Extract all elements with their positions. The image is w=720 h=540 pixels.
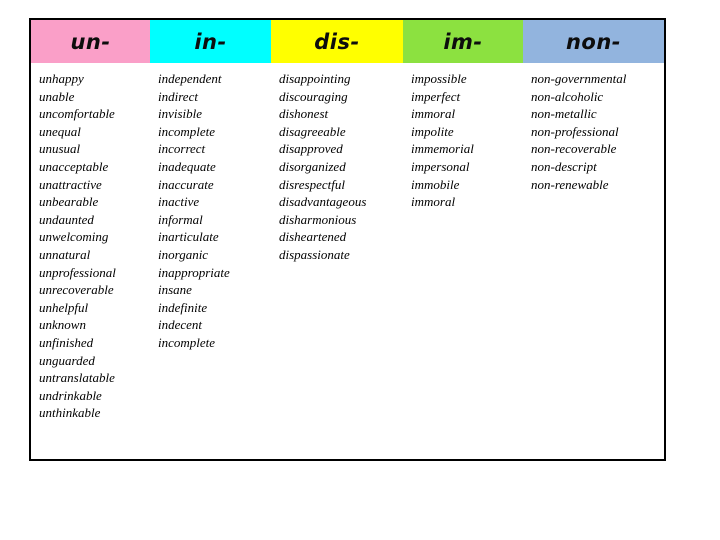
column-header-in: in- — [150, 20, 271, 63]
word: incomplete — [158, 123, 216, 139]
word: disrespectful — [279, 176, 345, 192]
word: inarticulate — [158, 229, 219, 245]
word: undaunted — [39, 211, 94, 227]
word: immemorial — [411, 141, 474, 157]
word-list-dis: disappointing discouraging dishonest disagr… — [271, 63, 403, 459]
word: impossible — [411, 71, 467, 86]
word: impolite — [411, 123, 454, 139]
column-header-non: non- — [523, 20, 664, 63]
word: disappointing — [279, 71, 351, 86]
word: inactive — [158, 194, 200, 210]
word-list-un: unhappy unable uncomfortable unequal unusual… — [31, 63, 150, 459]
word: uncomfortable — [39, 106, 115, 122]
word: non-renewable — [531, 176, 609, 192]
word: unrecoverable — [39, 282, 114, 298]
word: disorganized — [279, 158, 346, 174]
word: incorrect — [158, 141, 206, 157]
word: undrinkable — [39, 387, 102, 403]
word: insane — [158, 282, 192, 298]
word: immoral — [411, 106, 456, 122]
word: unacceptable — [39, 158, 109, 174]
word: impersonal — [411, 158, 470, 174]
word: unhappy — [39, 71, 84, 86]
word: non-descript — [531, 158, 597, 174]
word: unhelpful — [39, 299, 89, 315]
word: disheartened — [279, 229, 347, 245]
word: unguarded — [39, 352, 95, 368]
word: non-alcoholic — [531, 88, 604, 104]
word: immoral — [411, 194, 456, 210]
word: non-professional — [531, 123, 619, 139]
word: inaccurate — [158, 176, 214, 192]
prefix-table: un- in- dis- im- non- unhappy unable uncom… — [29, 18, 666, 461]
word: discouraging — [279, 88, 348, 104]
word: inorganic — [158, 246, 209, 262]
column-header-im: im- — [403, 20, 523, 63]
word: unusual — [39, 141, 81, 157]
word: non-metallic — [531, 106, 597, 122]
table-body-row: unhappy unable uncomfortable unequal unusual… — [31, 63, 664, 459]
word: imperfect — [411, 88, 461, 104]
word: indirect — [158, 88, 198, 104]
word: unequal — [39, 123, 81, 139]
word: informal — [158, 211, 203, 227]
word: dispassionate — [279, 246, 350, 262]
word: indefinite — [158, 299, 208, 315]
word: disharmonious — [279, 211, 357, 227]
word: unwelcoming — [39, 229, 109, 245]
table-header-row: un- in- dis- im- non- — [31, 20, 664, 63]
word: independent — [158, 71, 222, 86]
column-header-dis: dis- — [271, 20, 403, 63]
column-header-un: un- — [31, 20, 150, 63]
word: invisible — [158, 106, 203, 122]
word: unable — [39, 88, 75, 104]
word: unfinished — [39, 334, 94, 350]
word: indecent — [158, 317, 203, 333]
word: dishonest — [279, 106, 329, 122]
word: disagreeable — [279, 123, 346, 139]
word: unbearable — [39, 194, 99, 210]
word: disadvantageous — [279, 194, 367, 210]
word: inappropriate — [158, 264, 230, 280]
word-list-non: non-governmental non-alcoholic non-metalli… — [523, 63, 664, 459]
word: non-recoverable — [531, 141, 617, 157]
word: inadequate — [158, 158, 216, 174]
word-list-im: impossible imperfect immoral impolite immemo… — [403, 63, 523, 459]
word: unknown — [39, 317, 86, 333]
word-list-in: independent indirect invisible incomplete in… — [150, 63, 271, 459]
word: unattractive — [39, 176, 102, 192]
word: immobile — [411, 176, 460, 192]
word: non-governmental — [531, 71, 627, 86]
word: unnatural — [39, 246, 91, 262]
word: incomplete — [158, 334, 216, 350]
word: unprofessional — [39, 264, 116, 280]
word: disapproved — [279, 141, 343, 157]
word: unthinkable — [39, 405, 101, 421]
word: untranslatable — [39, 370, 115, 386]
